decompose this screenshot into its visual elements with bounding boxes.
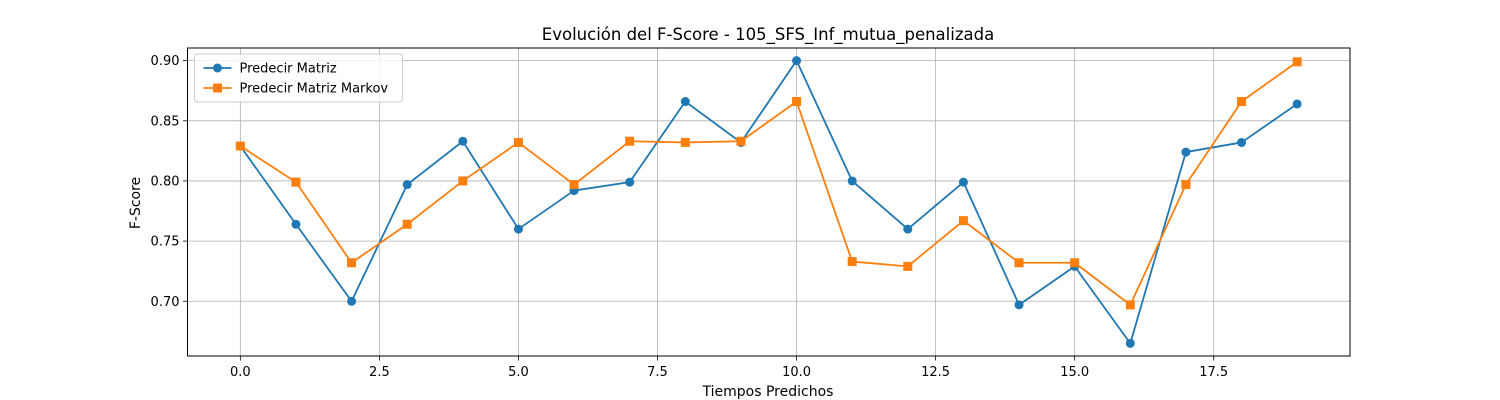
data-point [1070,258,1080,268]
data-point [1181,147,1191,157]
series-line [239,61,1298,306]
data-point [402,180,412,190]
legend-label: Predecir Matriz Markov [240,82,389,97]
data-point [347,258,357,268]
x-tick-label: 15.0 [1060,365,1089,380]
data-point [1125,300,1135,310]
data-point [1181,180,1191,190]
data-point [458,136,468,146]
x-tick-label: 2.5 [369,365,390,380]
data-point [1014,300,1024,310]
legend-label: Predecir Matriz [240,62,337,77]
data-point [847,176,857,186]
data-point [792,97,802,107]
y-tick-label: 0.85 [151,114,180,129]
data-point [402,219,412,229]
legend-marker [213,83,222,93]
series-1 [235,56,1302,348]
data-point [235,141,245,151]
data-point [680,137,690,147]
data-point [291,219,301,229]
data-point [1014,258,1024,268]
data-point [1237,97,1247,107]
data-point [458,176,468,186]
data-point [291,177,301,187]
y-tick-label: 0.80 [151,174,180,189]
series-line [239,59,1298,345]
data-point [736,136,746,146]
x-tick-label: 17.5 [1199,365,1228,380]
data-point [1125,338,1135,348]
chart-title: Evolución del F-Score - 105_SFS_Inf_mutu… [542,25,994,45]
data-point [792,56,802,66]
x-tick-label: 0.0 [230,365,251,380]
data-point [680,97,690,107]
legend-entry: Predecir Matriz [203,62,337,77]
grid [187,48,1350,356]
data-point [958,216,968,226]
data-point [347,296,357,306]
plot-frame [187,47,1351,357]
data-point [903,224,913,234]
x-axis-label: Tiempos Predichos [702,384,834,400]
x-tick-label: 7.5 [647,365,668,380]
legend-box [194,53,403,103]
data-point [903,261,913,271]
data-point [513,137,523,147]
series-layer [235,56,1302,348]
x-tick-label: 10.0 [782,365,811,380]
legend: Predecir Matriz Predecir Matriz Markov [194,53,403,103]
data-point [1292,99,1302,109]
data-point [625,177,635,187]
y-tick-label: 0.70 [151,295,180,310]
y-tick-label: 0.90 [151,54,180,69]
legend-marker [213,63,222,73]
series-2 [235,57,1302,310]
y-tick-label: 0.75 [151,235,180,250]
data-point [958,177,968,187]
legend-entry: Predecir Matriz Markov [203,82,389,97]
x-tick-label: 12.5 [921,365,950,380]
data-point [569,180,579,190]
x-tick-label: 5.0 [508,365,529,380]
data-point [1237,137,1247,147]
data-point [847,257,857,267]
data-point [625,136,635,146]
data-point [1292,57,1302,67]
axis-ticks: 0.0 2.5 5.0 7.5 10.0 12.5 15.0 17.5 0.70 0.75 0.80… [151,54,1229,380]
data-point [513,224,523,234]
y-axis-label: F-Score [128,177,144,229]
